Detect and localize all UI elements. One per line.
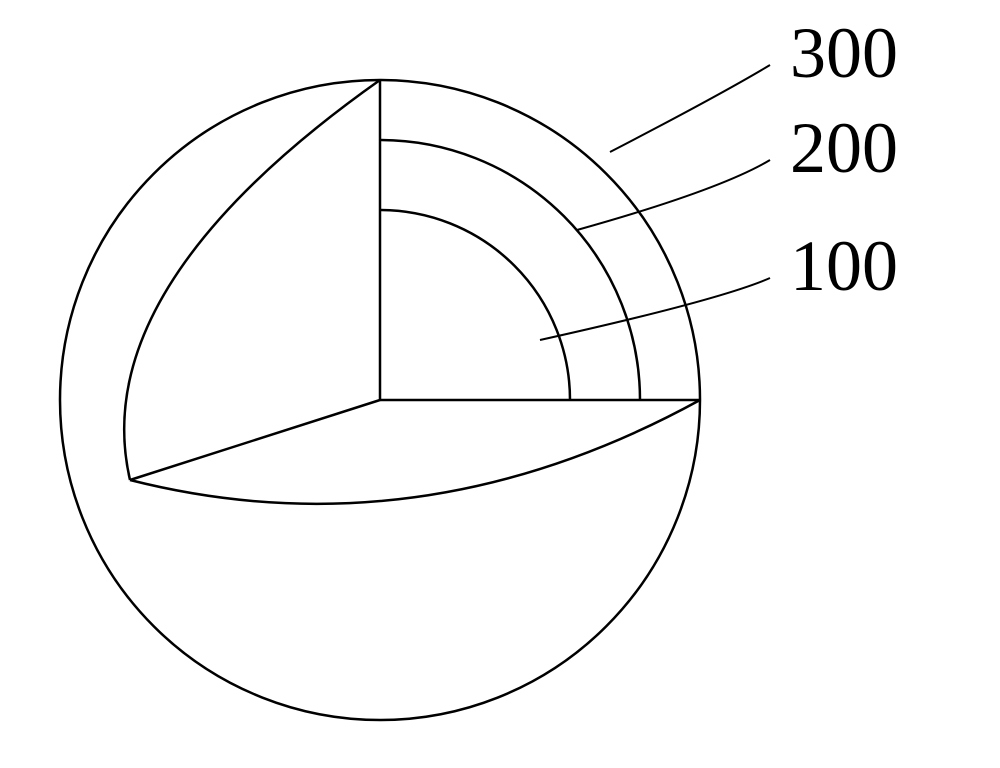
label-300: 300 [790, 12, 898, 95]
label-200: 200 [790, 107, 898, 190]
label-100: 100 [790, 225, 898, 308]
